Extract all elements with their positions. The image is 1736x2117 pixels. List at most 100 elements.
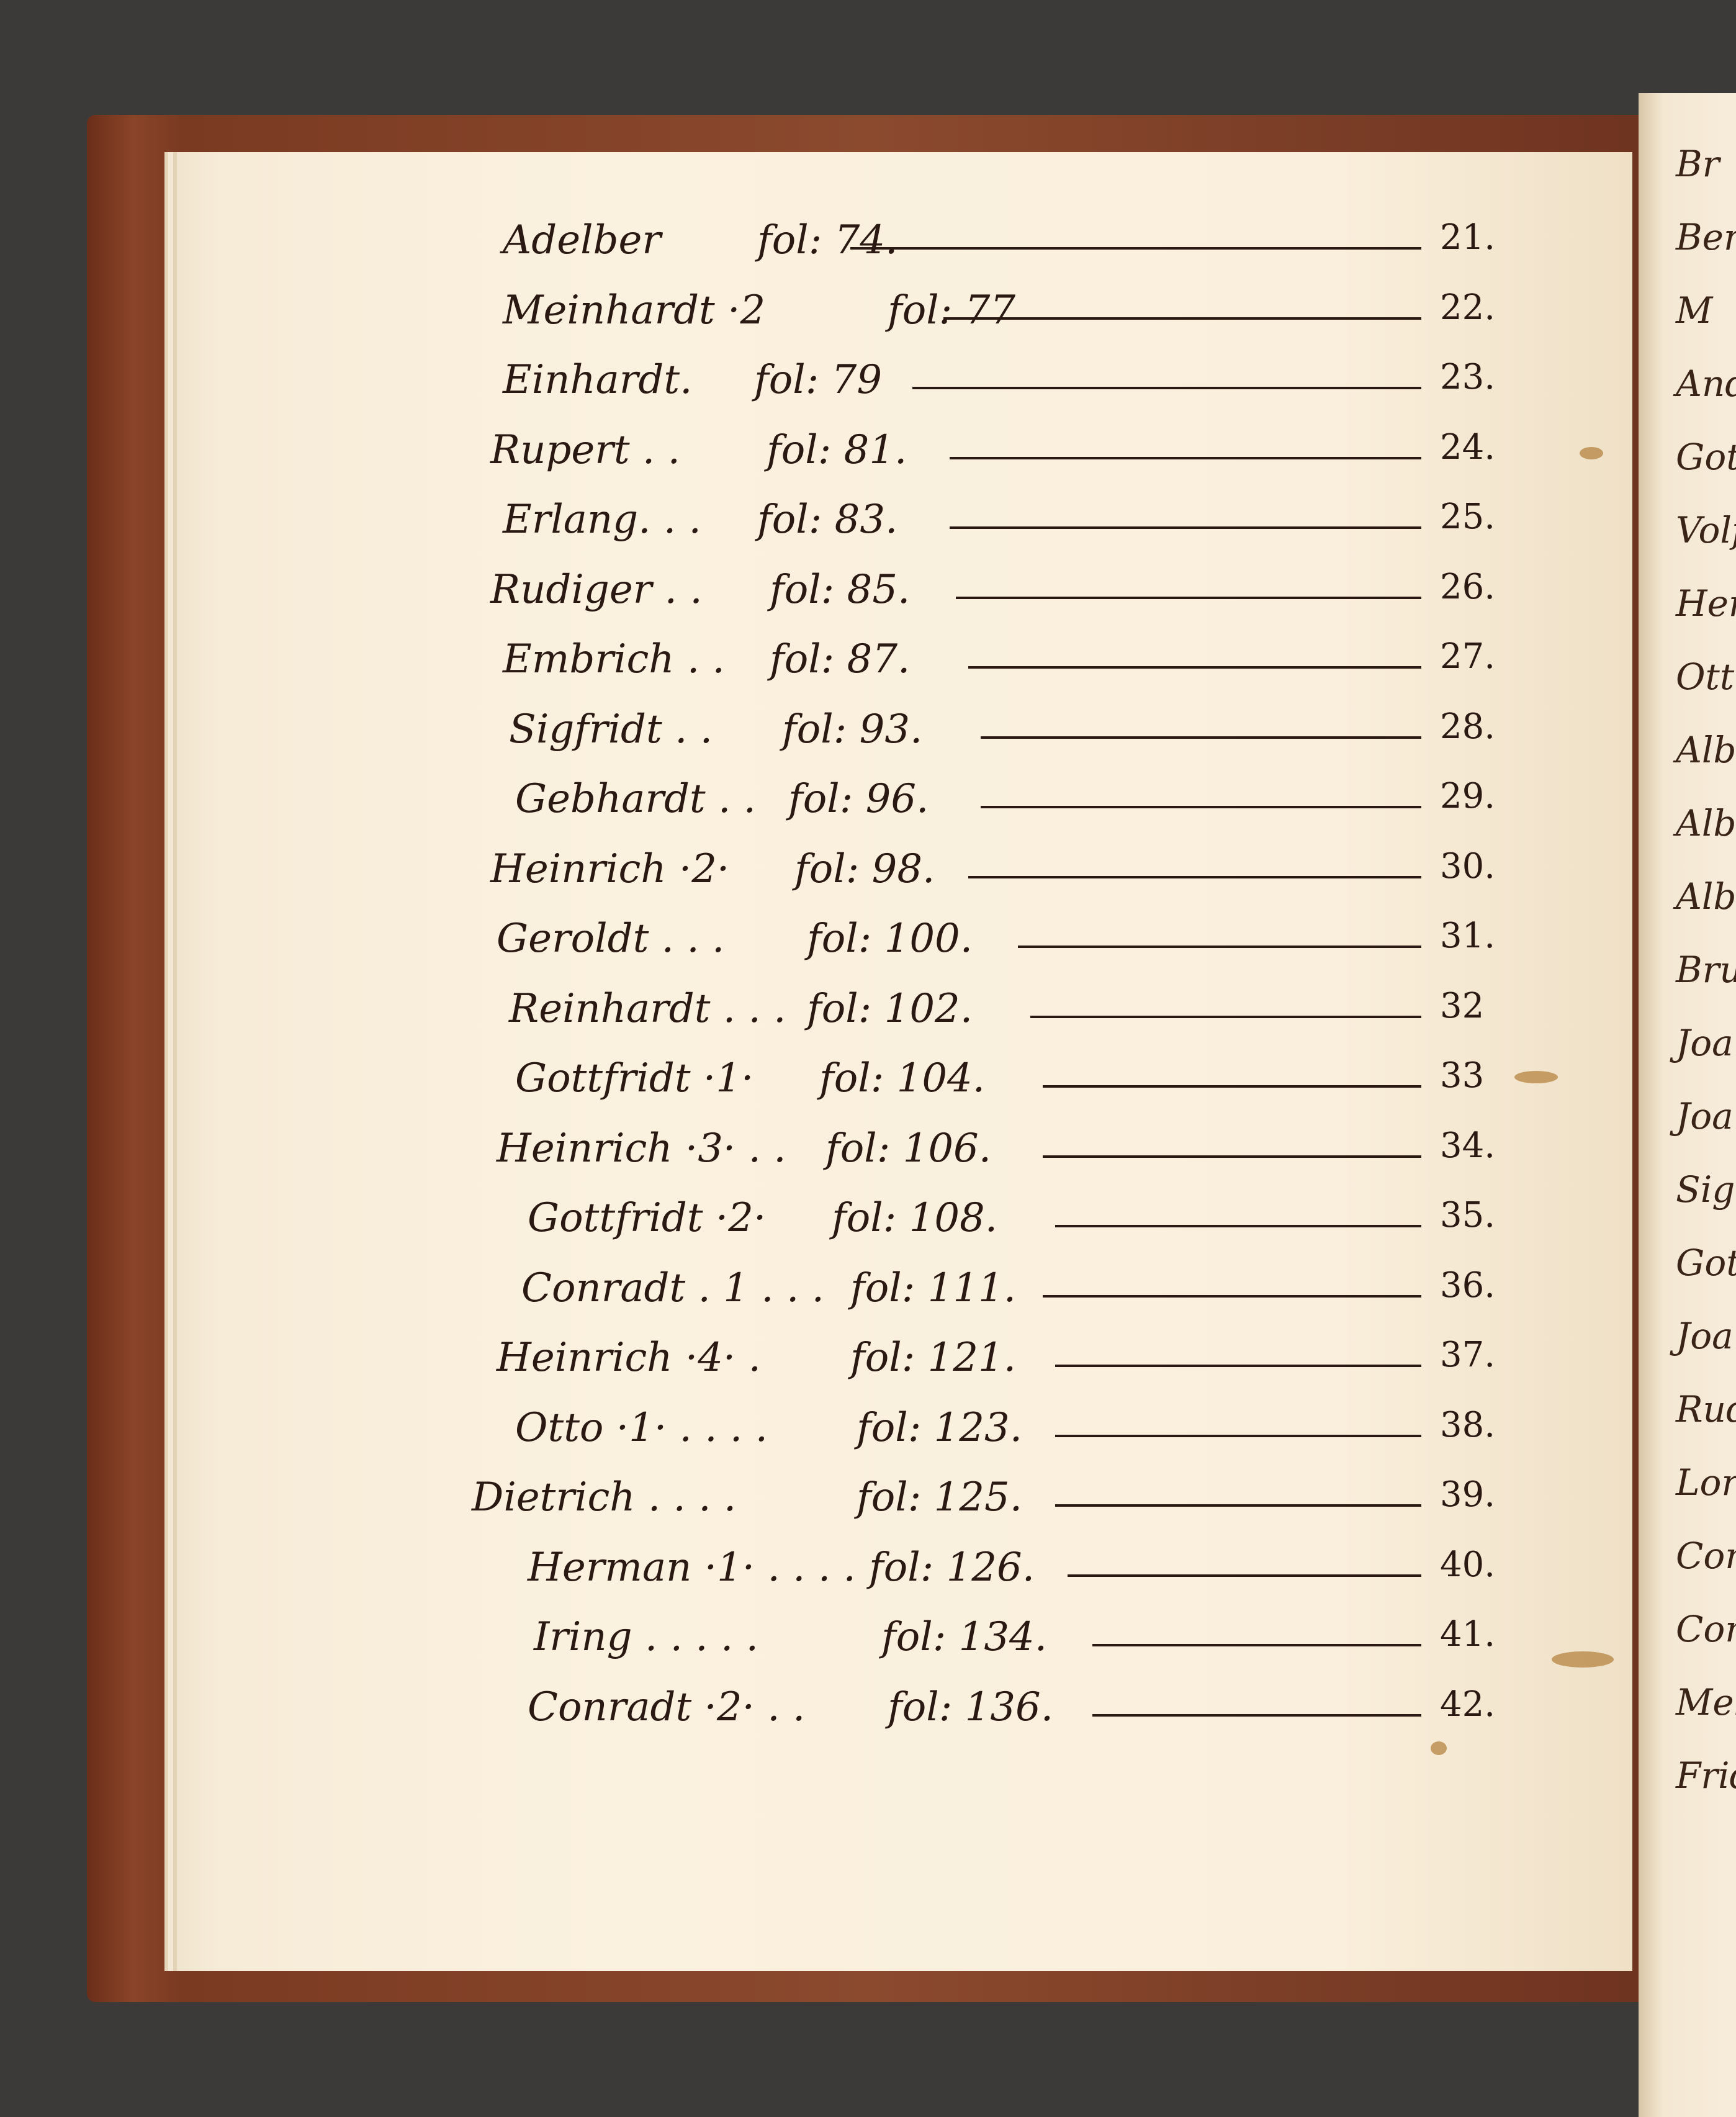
entry-number: 29. [1440,776,1496,816]
leader-line [1043,1294,1421,1298]
entry-name: Iring . . . . . [534,1614,758,1660]
index-entry: Adelber fol: 74. 21. [0,217,1614,273]
index-entry: Conradt ·2· . . fol: 136. 42. [0,1684,1614,1740]
leader-line [981,736,1421,739]
leader-line [1055,1434,1421,1437]
right-page-fragment: Joan [1676,1315,1736,1357]
leader-line [956,596,1421,599]
index-entry: Otto ·1· . . . . fol: 123. 38. [0,1405,1614,1461]
right-page-fragment: And [1676,363,1736,405]
entry-folio: fol: 126. [869,1544,1035,1591]
index-entry: Embrich . . fol: 87. 27. [0,636,1614,692]
right-page-fragment: Con [1676,1535,1736,1577]
entry-number: 28. [1440,706,1496,747]
ink-stain [1552,1651,1614,1668]
leader-line [968,875,1421,878]
leader-line [1055,1225,1421,1227]
right-page-fragment: Alb [1676,802,1736,844]
entry-name: Rudiger . . [490,566,703,613]
right-page-fragment: Albr [1676,729,1736,771]
entry-number: 38. [1440,1404,1496,1445]
index-entry: Heinrich ·4· . fol: 121. 37. [0,1335,1614,1391]
index-entry: Iring . . . . . fol: 134. 41. [0,1614,1614,1670]
entry-name: Conradt ·2· . . [528,1684,806,1730]
entry-name: Heinrich ·4· . [497,1335,761,1381]
index-entry: Herman ·1· . . . . fol: 126. 40. [0,1545,1614,1600]
leader-line [912,387,1421,389]
index-entry: Heinrich ·3· . . fol: 106. 34. [0,1126,1614,1181]
index-entry: Sigfridt . . fol: 93. 28. [0,706,1614,762]
entry-name: Meinhardt ·2 [503,287,766,333]
right-page-fragment: Gott [1676,1242,1736,1284]
entry-number: 31. [1440,916,1496,956]
index-entry: Rudiger . . fol: 85. 26. [0,567,1614,623]
leader-line [950,456,1421,459]
entry-name: Geroldt . . . [497,916,725,962]
right-page-fragment: Lor [1676,1461,1736,1504]
entry-folio: fol: 125. [857,1474,1023,1520]
entry-number: 36. [1440,1265,1496,1306]
entry-folio: fol: 106. [825,1125,992,1171]
leader-line [850,247,1421,250]
entry-number: 40. [1440,1544,1496,1585]
entry-name: Gottfridt ·2· [528,1195,767,1241]
leader-line [1055,1365,1421,1367]
entry-number: 25. [1440,497,1496,537]
entry-name: Dietrich . . . . [472,1474,737,1520]
entry-folio: fol: 93. [782,706,923,752]
entry-name: Rupert . . [490,427,680,473]
leader-line [1043,1085,1421,1088]
leader-line [1043,1155,1421,1158]
entry-folio: fol: 108. [832,1195,998,1241]
right-page-fragment: Volf [1676,509,1736,551]
entry-number: 34. [1440,1125,1496,1166]
entry-number: 41. [1440,1614,1496,1654]
entry-number: 35. [1440,1195,1496,1235]
entry-name: Reinhardt . . . [509,985,786,1032]
right-page-fragment: Joan [1676,1022,1736,1064]
entry-name: Conradt . 1 . . . [521,1265,824,1311]
entry-number: 22. [1440,287,1496,328]
entry-folio: fol: 77 [888,287,1016,333]
index-entry: Heinrich ·2· fol: 98. 30. [0,846,1614,902]
entry-folio: fol: 121. [850,1335,1017,1381]
index-entry: Conradt . 1 . . . fol: 111. 36. [0,1265,1614,1321]
entry-number: 26. [1440,566,1496,607]
entry-name: Sigfridt . . [509,706,713,752]
right-page-fragment: Sig [1676,1168,1735,1211]
entry-number: 42. [1440,1684,1496,1725]
entry-name: Herman ·1· . . . . [528,1544,856,1591]
entry-folio: fol: 98. [794,846,935,892]
right-page-fragment: Frid [1676,1754,1736,1797]
entry-folio: fol: 134. [881,1614,1048,1660]
leader-line [1030,1015,1421,1018]
right-page-fragment: M [1676,289,1713,332]
entry-number: 33 [1440,1055,1485,1096]
ink-stain [1431,1741,1447,1755]
index-entry: Gottfridt ·2· fol: 108. 35. [0,1195,1614,1251]
entry-folio: fol: 81. [767,427,907,473]
leader-line [968,666,1421,669]
entry-folio: fol: 136. [888,1684,1054,1730]
entry-name: Gottfridt ·1· [515,1055,754,1101]
entry-number: 32 [1440,985,1485,1026]
right-page-fragment: Ber [1676,216,1736,258]
right-page-fragment: Br [1676,143,1720,185]
entry-name: Embrich . . [503,636,725,682]
leader-line [981,806,1421,808]
ink-stain [1514,1071,1558,1083]
entry-folio: fol: 87. [770,636,911,682]
leader-line [950,526,1421,529]
index-entry: Reinhardt . . . fol: 102. 32 [0,986,1614,1042]
right-page-fragment: Rud [1676,1388,1736,1430]
entry-name: Heinrich ·3· . . [497,1125,786,1171]
entry-number: 37. [1440,1335,1496,1375]
entry-folio: fol: 85. [770,566,911,613]
index-entry: Einhardt. fol: 79 23. [0,357,1614,413]
entry-name: Gebhardt . . [515,776,756,822]
leader-line [1092,1713,1421,1717]
entry-name: Heinrich ·2· [490,846,730,892]
index-entry: Geroldt . . . fol: 100. 31. [0,916,1614,972]
leader-line [1018,946,1421,948]
entry-name: Einhardt. [503,357,693,403]
